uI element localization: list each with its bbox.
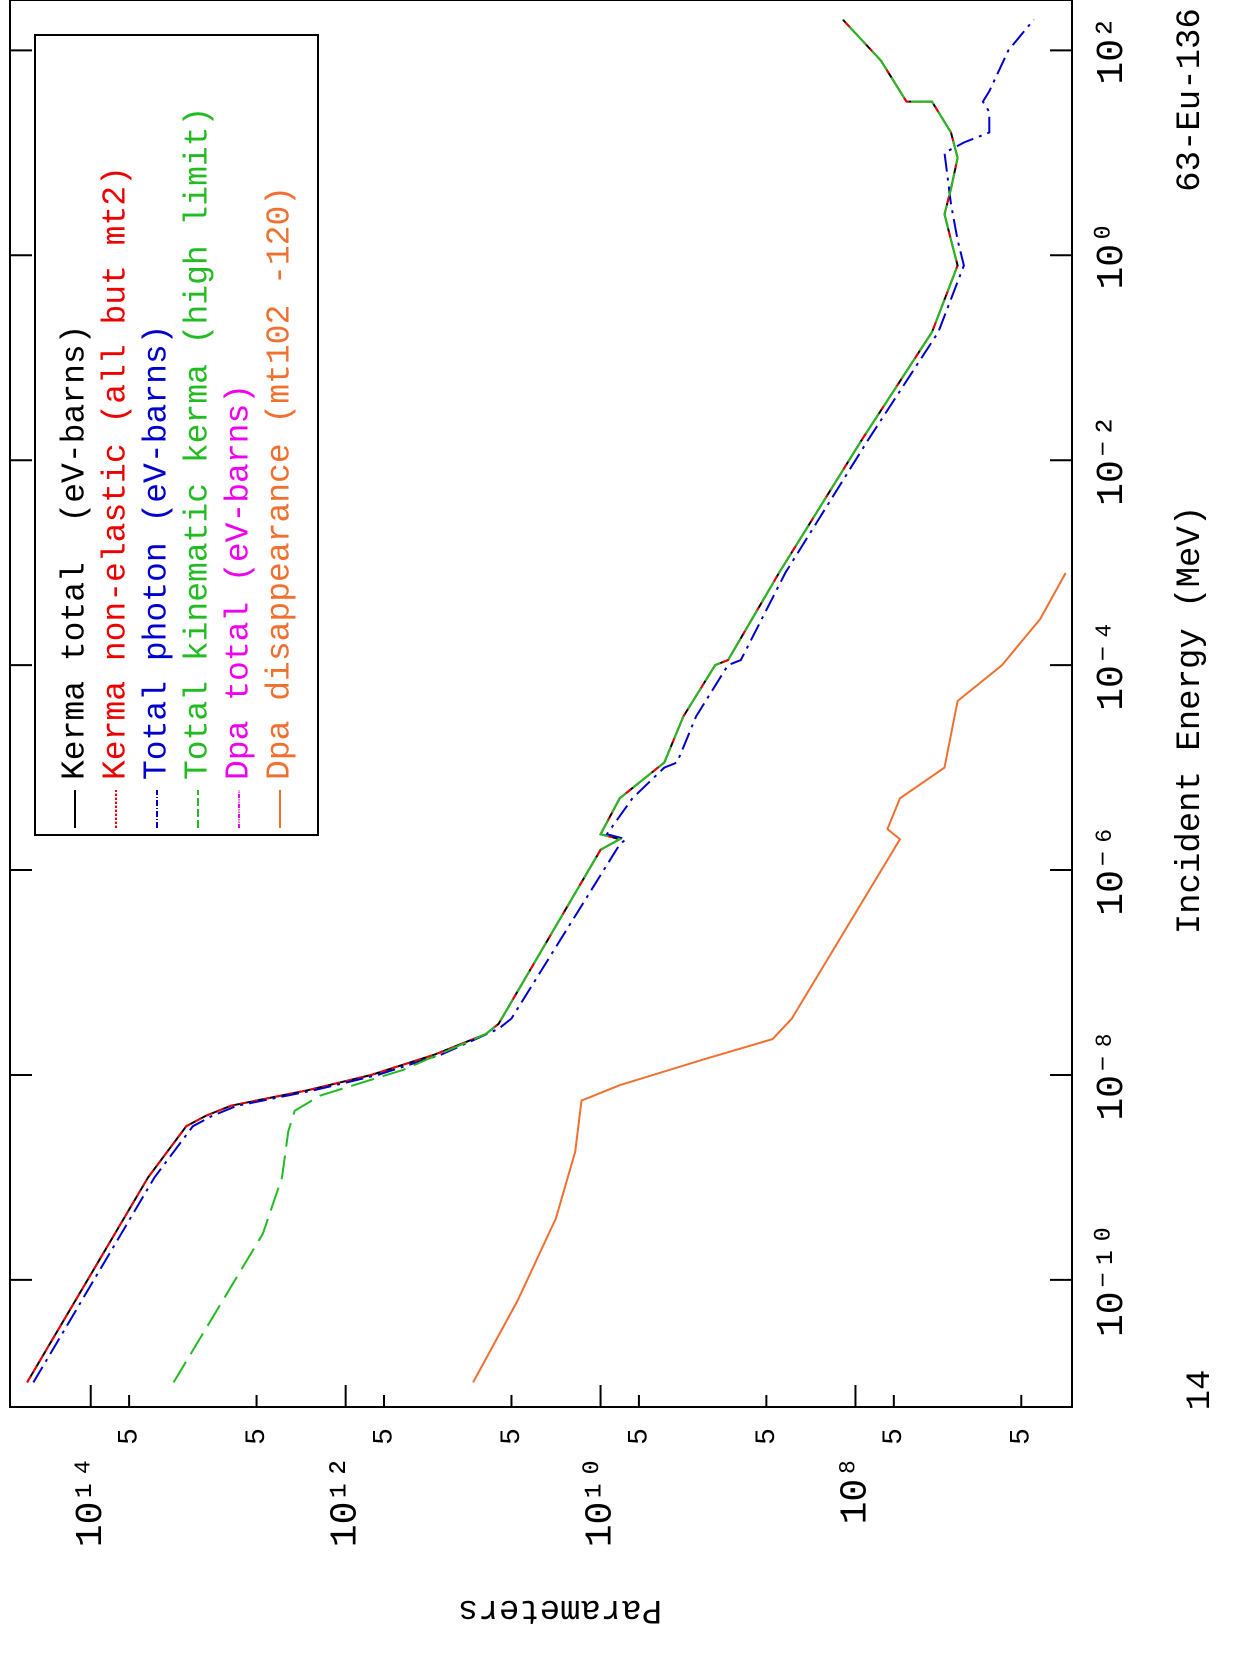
legend-label: Total kinematic kerma (high limit) [180, 107, 217, 780]
legend-label: Dpa total (eV-barns) [221, 384, 258, 780]
legend-label: Kerma non-elastic (all but mt2) [98, 166, 135, 780]
y-tick-label: 10¹⁰ [580, 1456, 623, 1547]
y-tick-label: 5 [497, 1428, 528, 1445]
series-line [32, 18, 1035, 1383]
x-tick-label: 10² [1091, 16, 1134, 84]
plot-area [26, 18, 1067, 1383]
series-line [172, 18, 959, 1383]
legend-label: Kerma total (eV-barns) [57, 325, 94, 780]
x-tick-label: 10⁻⁸ [1091, 1029, 1134, 1120]
annotation: 14 [1182, 1370, 1220, 1411]
y-axis-label: Parameters [458, 1590, 662, 1628]
legend-box [34, 34, 319, 836]
y-tick-label: 10⁸ [834, 1456, 877, 1524]
y-tick-label: 5 [242, 1428, 273, 1445]
legend-label: Dpa disappearance (mt102 -120) [262, 186, 299, 780]
x-axis-label: Incident Energy (MeV) [1172, 506, 1210, 934]
y-tick-label: 5 [1007, 1428, 1038, 1445]
x-tick-label: 10⁻⁴ [1091, 619, 1134, 710]
y-tick-label: 5 [369, 1428, 400, 1445]
x-tick-label: 10⁻¹⁰ [1091, 1223, 1134, 1337]
legend-label: Total photon (eV-barns) [139, 325, 176, 780]
y-tick-label: 10¹⁴ [70, 1456, 113, 1547]
y-tick-label: 5 [752, 1428, 783, 1445]
y-tick-label: 5 [624, 1428, 655, 1445]
x-tick-label: 10⁻² [1091, 415, 1134, 506]
y-tick-label: 5 [114, 1428, 145, 1445]
plot-border [9, 0, 1073, 1408]
x-tick-label: 10⁻⁶ [1091, 824, 1134, 915]
x-tick-label: 10⁰ [1091, 221, 1134, 290]
y-tick-label: 10¹² [325, 1456, 368, 1547]
y-tick-label: 5 [879, 1428, 910, 1445]
series-line [472, 572, 1067, 1383]
annotation: 63-Eu-136 [1172, 8, 1210, 192]
plot-frame: Incident Energy (MeV) Parameters 63-Eu-1… [9, 0, 1220, 1628]
